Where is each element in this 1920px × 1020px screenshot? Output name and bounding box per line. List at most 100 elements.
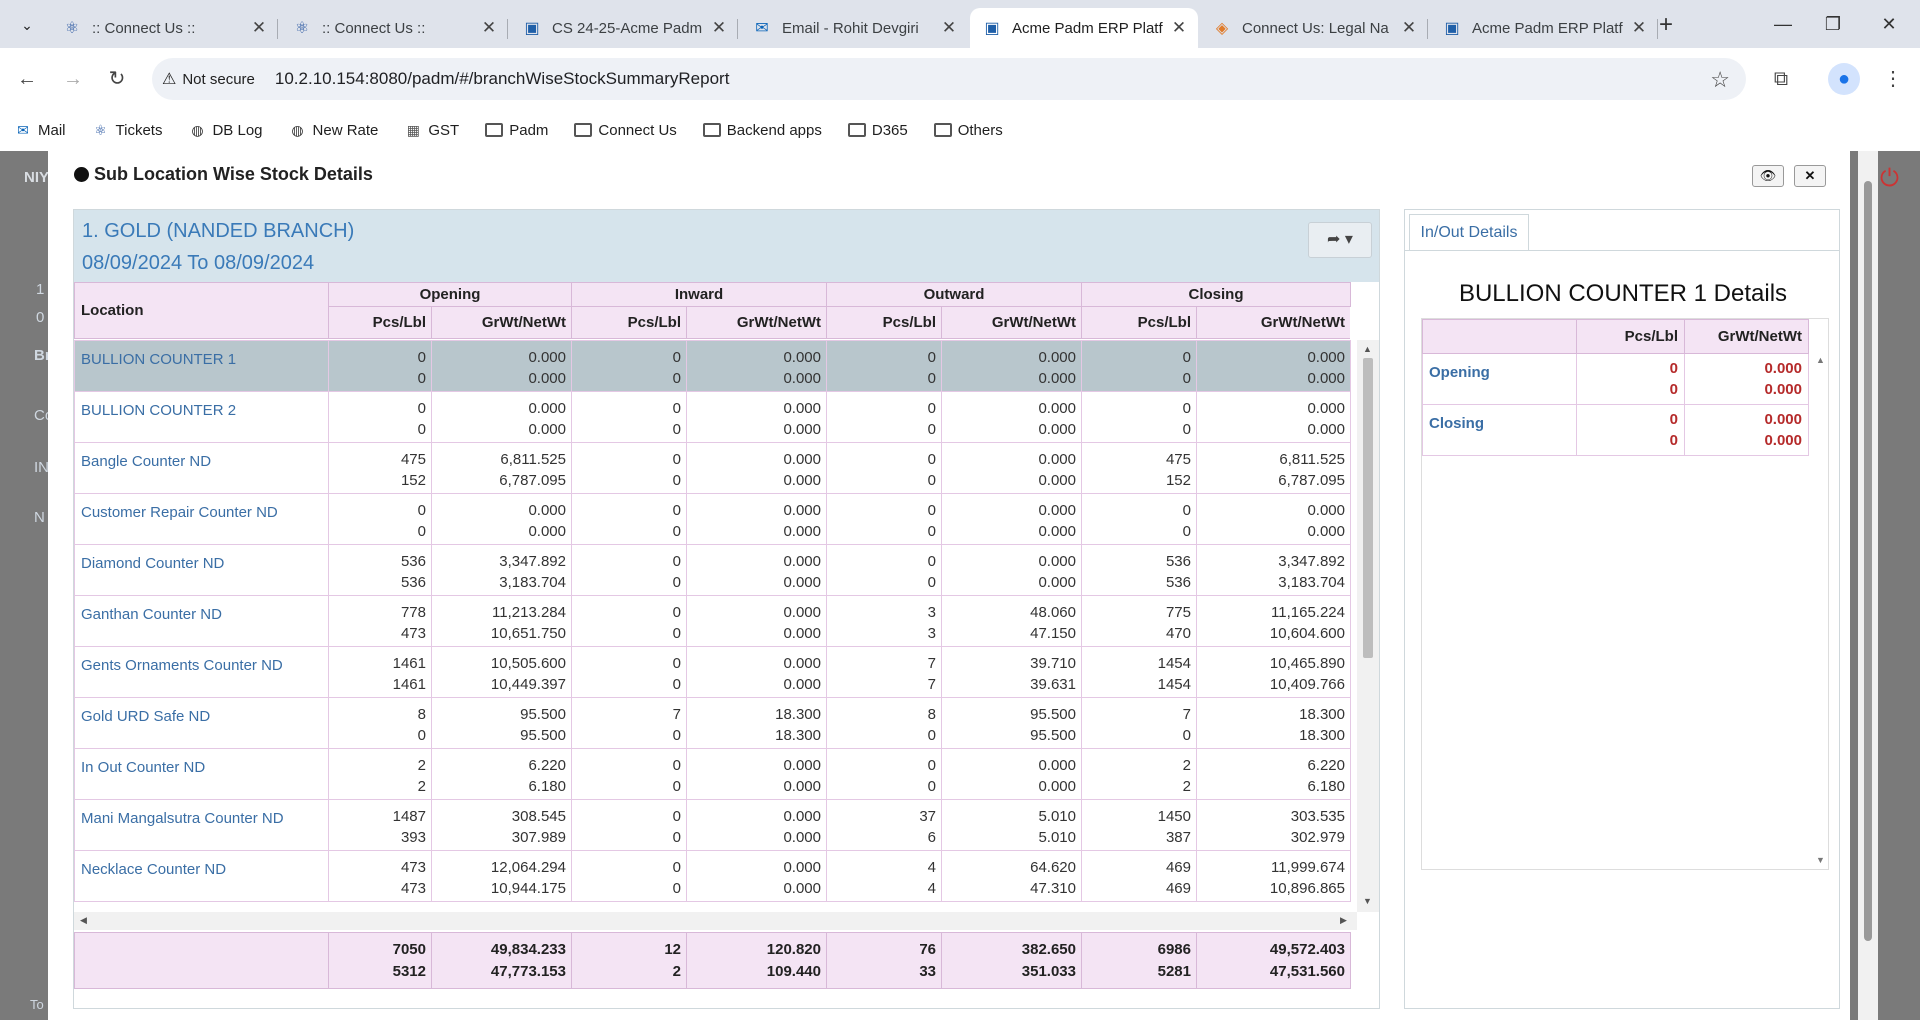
close-tab-icon[interactable]: ✕ — [251, 18, 267, 37]
value-cell: 469 469 — [1081, 850, 1197, 902]
location-cell[interactable]: Diamond Counter ND — [74, 544, 329, 596]
table-row[interactable]: BULLION COUNTER 1 0 0 0.000 0.000 0 0 0.000 0.00… — [74, 340, 1351, 392]
location-cell[interactable]: In Out Counter ND — [74, 748, 329, 800]
table-row[interactable]: Necklace Counter ND 473 473 12,064.294 10,94… — [74, 850, 1351, 902]
tab-inout-details[interactable]: In/Out Details — [1409, 214, 1529, 250]
bookmark-item[interactable]: Connect Us — [574, 122, 677, 139]
table-scrollbar-thumb[interactable] — [1363, 358, 1373, 658]
close-tab-icon[interactable]: ✕ — [481, 18, 497, 37]
share-dropdown-button[interactable]: ➦ ▾ — [1308, 222, 1372, 258]
power-icon[interactable]: ⏻ — [1880, 165, 1899, 192]
profile-avatar-icon[interactable]: ● — [1828, 63, 1860, 95]
browser-tab[interactable]: ⚛ :: Connect Us :: ✕ — [280, 8, 508, 48]
back-arrow-icon[interactable]: ← — [17, 68, 37, 90]
table-row[interactable]: Customer Repair Counter ND 0 0 0.000 0.000 0 0… — [74, 493, 1351, 545]
scroll-left-arrow-icon[interactable]: ◀ — [80, 915, 87, 925]
bookmark-item[interactable]: Others — [933, 121, 1003, 139]
value-top: 6,811.525 — [1279, 451, 1345, 468]
hide-eye-icon[interactable]: 👁 — [1752, 165, 1784, 187]
bookmark-label: Others — [957, 121, 1003, 139]
browser-tab[interactable]: ◈ Connect Us: Legal Na ✕ — [1200, 8, 1428, 48]
table-row[interactable]: Bangle Counter ND 475 152 6,811.525 6,787.09… — [74, 442, 1351, 494]
bookmark-item[interactable]: ◍ DB Log — [188, 122, 262, 139]
close-tab-icon[interactable]: ✕ — [711, 18, 727, 37]
location-cell[interactable]: Ganthan Counter ND — [74, 595, 329, 647]
bookmark-item[interactable]: Backend apps — [702, 122, 822, 139]
minimize-button[interactable]: — — [1774, 14, 1792, 34]
location-cell[interactable]: BULLION COUNTER 2 — [74, 391, 329, 443]
close-tab-icon[interactable]: ✕ — [941, 18, 957, 37]
browser-tab[interactable]: ▣ Acme Padm ERP Platf ✕ — [1430, 8, 1658, 48]
bookmark-item[interactable]: D365 — [847, 122, 908, 139]
reload-icon[interactable]: ↻ — [108, 68, 126, 90]
table-row[interactable]: Diamond Counter ND 536 536 3,347.892 3,183.7… — [74, 544, 1351, 596]
restore-button[interactable]: ❐ — [1824, 14, 1842, 34]
location-cell[interactable]: Customer Repair Counter ND — [74, 493, 329, 545]
column-header-location[interactable]: Location — [74, 282, 329, 339]
table-row[interactable]: In Out Counter ND 2 2 6.220 6.180 0 0 0.000 0.00… — [74, 748, 1351, 800]
scroll-right-arrow-icon[interactable]: ▶ — [1340, 915, 1347, 925]
tab-separator — [1427, 19, 1428, 39]
bookmark-star-icon[interactable]: ☆ — [1710, 67, 1730, 92]
extensions-puzzle-icon[interactable]: ⧉ — [1773, 68, 1789, 90]
table-row[interactable]: Ganthan Counter ND 778 473 11,213.284 10,651… — [74, 595, 1351, 647]
security-indicator[interactable]: ⚠ Not secure — [162, 69, 255, 89]
browser-tab[interactable]: ▣ CS 24-25-Acme Padm ✕ — [510, 8, 738, 48]
browser-tab[interactable]: ✉ Email - Rohit Devgiri ✕ — [740, 8, 968, 48]
bookmark-item[interactable]: ◍ New Rate — [289, 122, 378, 139]
scroll-up-arrow-icon[interactable]: ▲ — [1363, 344, 1372, 354]
page-scrollbar[interactable] — [1858, 151, 1878, 1020]
bookmark-item[interactable]: ✉ Mail — [14, 122, 65, 139]
tab-search-chevron-icon[interactable]: ⌄ — [21, 17, 33, 33]
browser-tab[interactable]: ▣ Acme Padm ERP Platf ✕ — [970, 8, 1198, 48]
bookmark-item[interactable]: ▦ GST — [404, 122, 459, 139]
bookmark-item[interactable]: ⚛ Tickets — [92, 122, 162, 139]
browser-tab[interactable]: ⚛ :: Connect Us :: ✕ — [50, 8, 278, 48]
location-cell[interactable]: Mani Mangalsutra Counter ND — [74, 799, 329, 851]
page-scrollbar-thumb[interactable] — [1864, 181, 1872, 941]
close-tab-icon[interactable]: ✕ — [1171, 18, 1187, 37]
value-top: 0.000 — [528, 349, 566, 366]
table-horizontal-scrollbar[interactable]: ◀ ▶ — [74, 912, 1357, 930]
value-bottom: 0.000 — [1307, 523, 1345, 540]
location-cell[interactable]: BULLION COUNTER 1 — [74, 340, 329, 392]
location-cell[interactable]: Gold URD Safe ND — [74, 697, 329, 749]
table-vertical-scrollbar[interactable]: ▲ ▼ — [1357, 340, 1379, 912]
details-scroll-up-icon[interactable]: ▲ — [1816, 355, 1825, 365]
details-row-label[interactable]: Closing — [1422, 404, 1577, 456]
kebab-menu-icon[interactable]: ⋮ — [1883, 68, 1903, 90]
value-bottom: 0.000 — [783, 676, 821, 693]
close-modal-button[interactable]: ✕ — [1794, 165, 1826, 187]
value-cell: 95.500 95.500 — [941, 697, 1082, 749]
table-row[interactable]: Mani Mangalsutra Counter ND 1487 393 308.54… — [74, 799, 1351, 851]
details-scroll-down-icon[interactable]: ▼ — [1816, 855, 1825, 865]
location-cell[interactable]: Gents Ornaments Counter ND — [74, 646, 329, 698]
table-row[interactable]: Gents Ornaments Counter ND 1461 1461 10,505… — [74, 646, 1351, 698]
table-row[interactable]: Gold URD Safe ND 8 0 95.500 95.500 7 0 18.300 18… — [74, 697, 1351, 749]
value-bottom: 0.000 — [783, 523, 821, 540]
value-bottom: 0 — [417, 370, 426, 387]
details-scrollbar[interactable]: ▲ ▼ — [1814, 353, 1828, 869]
location-cell[interactable]: Necklace Counter ND — [74, 850, 329, 902]
location-cell[interactable]: Bangle Counter ND — [74, 442, 329, 494]
close-tab-icon[interactable]: ✕ — [1631, 18, 1647, 37]
bookmark-item[interactable]: Padm — [485, 122, 548, 139]
details-row-label[interactable]: Opening — [1422, 353, 1577, 405]
tab-title: Acme Padm ERP Platf — [1012, 19, 1163, 37]
value-top: 0.000 — [1038, 451, 1076, 468]
value-cell: 0.000 0.000 — [686, 646, 827, 698]
report-table-body[interactable]: BULLION COUNTER 1 0 0 0.000 0.000 0 0 0.000 0.00… — [74, 340, 1379, 912]
url-text[interactable]: 10.2.10.154:8080/padm/#/branchWiseStockS… — [274, 69, 730, 88]
table-row[interactable]: BULLION COUNTER 2 0 0 0.000 0.000 0 0 0.000 0.00… — [74, 391, 1351, 443]
browser-tab-bar: ⌄ ⚛ :: Connect Us :: ✕ ⚛ :: Connect Us ::… — [0, 0, 1920, 48]
scroll-down-arrow-icon[interactable]: ▼ — [1363, 896, 1372, 906]
new-tab-button[interactable]: + — [1658, 11, 1673, 38]
address-bar[interactable]: ⚠ Not secure 10.2.10.154:8080/padm/#/bra… — [152, 58, 1746, 100]
close-window-button[interactable]: ✕ — [1881, 14, 1897, 34]
value-bottom: 0.000 — [1038, 574, 1076, 591]
value-cell: 0.000 0.000 — [941, 340, 1082, 392]
close-tab-icon[interactable]: ✕ — [1401, 18, 1417, 37]
forward-arrow-icon[interactable]: → — [63, 68, 83, 90]
